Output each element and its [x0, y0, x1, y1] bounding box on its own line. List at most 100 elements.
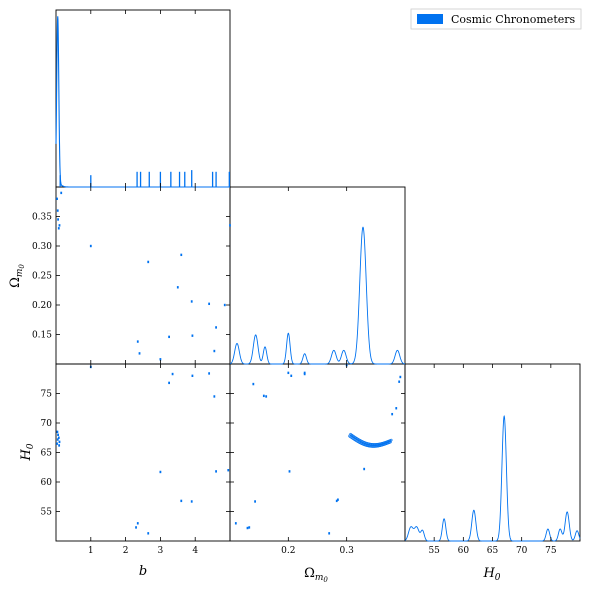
b-x-tick-label-0: 1 [88, 546, 94, 556]
scatter-b-om0-point-9 [147, 260, 150, 264]
scatter-om0-h0-point-4 [254, 500, 256, 503]
scatter-b-om0-point-11 [168, 335, 170, 339]
scatter-b-h0-point-14 [180, 499, 183, 503]
panel-frame-2-1 [229, 363, 406, 542]
scatter-b-om0-point-4 [58, 224, 61, 227]
legend-label: Cosmic Chronometers [451, 13, 576, 26]
om0-x-label: Ωm0 [304, 566, 328, 584]
legend-frame [410, 8, 582, 30]
b-ticks-row0 [90, 10, 196, 187]
scatter-b-om0-point-5 [60, 191, 63, 195]
b-x-tick-label-2: 3 [158, 546, 164, 556]
scatter-b-om0-point-8 [138, 352, 141, 355]
panel-frame-0-0 [55, 9, 231, 188]
scatter-b-om0-point-14 [190, 300, 193, 303]
scatter-b-om0-point-12 [176, 286, 179, 289]
scatter-om0-h0-point-3 [252, 382, 255, 386]
scatter-b-om0-point-10 [159, 358, 162, 361]
b-x-tick: 1 2 3 4 [88, 364, 198, 556]
b-x-label: b [139, 564, 147, 579]
legend-swatch [417, 14, 443, 24]
scatter-om0-h0-point-18 [395, 407, 398, 410]
scatter-b-h0-point-10 [147, 532, 150, 535]
scatter-b-om0-point-15 [191, 334, 194, 337]
scatter-b-h0-point-2 [57, 433, 59, 436]
om0-y-label: Ωm0 [8, 264, 26, 288]
h0-y-tick-label-3: 70 [41, 419, 53, 429]
scatter-b-h0-point-20 [227, 469, 230, 472]
panel-frame-1-0 [55, 186, 231, 365]
scatter-b-h0-point-13 [171, 372, 174, 376]
scatter-b-h0 [56, 365, 230, 535]
om0-ticks-row1 [287, 187, 348, 364]
om0-y-tick: 0.15 0.20 0.25 0.30 0.35 [32, 213, 230, 341]
marginal-om0-curve [229, 226, 406, 365]
marginal-h0 [404, 414, 581, 542]
scatter-om0-h0 [234, 363, 402, 535]
legend: Cosmic Chronometers [410, 8, 582, 30]
scatter-b-om0-point-0 [56, 197, 58, 200]
scatter-om0-h0-point-6 [265, 395, 268, 398]
h0-x-label: H0 [482, 566, 500, 583]
scatter-b-h0-point-9 [135, 526, 137, 529]
scatter-om0-h0-point-1 [246, 526, 249, 530]
scatter-om0-h0-point-7 [287, 371, 290, 375]
h0-y-tick-col1 [230, 393, 405, 512]
scatter-b-om0-point-16 [208, 302, 211, 306]
scatter-om0-h0-point-11 [303, 372, 306, 376]
h0-y-tick-label-1: 60 [41, 478, 53, 488]
scatter-b-om0-point-20 [229, 224, 231, 227]
scatter-om0-h0-point-2 [248, 526, 251, 529]
scatter-b-om0-point-13 [180, 253, 183, 257]
scatter-b-h0-point-15 [190, 500, 193, 503]
om0-y-tick-label-1: 0.20 [32, 301, 52, 311]
scatter-om0-h0-point-20 [399, 375, 402, 379]
panels-layer: 1 2 3 4 0.2 0.3 55 60 65 70 75 0.15 0.20 0.25 0.30 0.35… [8, 9, 581, 584]
panel-frame-2-2 [404, 363, 581, 542]
h0-x-tick-label-2: 65 [487, 546, 499, 556]
h0-y-tick: 55 60 65 70 75 [41, 390, 230, 518]
scatter-b-h0-point-1 [56, 438, 59, 441]
scatter-b-om0-point-2 [57, 218, 59, 221]
marginal-om0 [229, 226, 406, 365]
scatter-b-om0-point-3 [57, 227, 60, 230]
om0-y-tick-label-0: 0.15 [32, 331, 52, 341]
scatter-om0-h0-point-14 [337, 498, 339, 501]
h0-x-tick-label-1: 60 [458, 546, 470, 556]
scatter-b-om0-point-17 [213, 349, 216, 353]
scatter-om0-h0-point-8 [290, 374, 293, 377]
scatter-b-h0-point-5 [56, 430, 59, 434]
scatter-b-h0-point-12 [168, 381, 170, 385]
h0-y-tick-label-4: 75 [41, 390, 53, 400]
om0-y-tick-label-3: 0.30 [32, 242, 52, 252]
scatter-b-h0-point-16 [191, 374, 194, 377]
scatter-om0-h0-point-19 [398, 380, 401, 383]
h0-x-tick: 55 60 65 70 75 [428, 364, 557, 556]
om0-y-tick-label-4: 0.35 [32, 213, 52, 223]
h0-y-tick-label-0: 55 [41, 508, 53, 518]
h0-y-tick-label-2: 65 [41, 449, 53, 459]
scatter-b-h0-point-3 [57, 436, 60, 439]
scatter-om0-h0-point-0 [234, 522, 237, 525]
scatter-b-om0-point-7 [136, 340, 139, 343]
scatter-om0-h0-cluster [348, 432, 393, 448]
scatter-b-om0 [56, 191, 231, 361]
h0-x-tick-label-4: 75 [545, 546, 557, 556]
h0-y-label: H0 [19, 443, 36, 461]
scatter-b-om0-point-1 [56, 209, 59, 212]
b-ticks-row1 [90, 187, 196, 364]
scatter-om0-h0-point-17 [391, 412, 394, 416]
scatter-b-h0-point-0 [56, 442, 58, 445]
marginal-h0-curve [404, 414, 581, 542]
scatter-b-h0-point-19 [215, 470, 217, 473]
scatter-b-h0-point-11 [159, 470, 162, 474]
scatter-b-h0-point-4 [58, 440, 61, 444]
om0-x-tick: 0.2 0.3 [281, 364, 354, 556]
marginal-b [55, 16, 230, 188]
scatter-om0-h0-point-16 [363, 467, 366, 471]
h0-x-tick-label-3: 70 [516, 546, 528, 556]
b-x-tick-label-3: 4 [192, 546, 198, 556]
scatter-b-h0-point-8 [136, 522, 139, 525]
om0-y-tick-label-2: 0.25 [32, 272, 52, 282]
